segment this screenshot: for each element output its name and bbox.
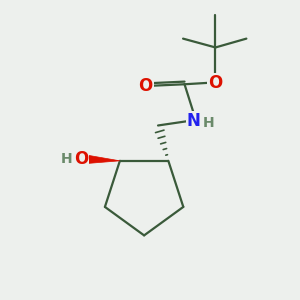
Polygon shape: [87, 155, 120, 164]
Text: O: O: [139, 77, 153, 95]
Text: H: H: [203, 116, 214, 130]
Text: O: O: [74, 150, 88, 168]
Text: O: O: [208, 74, 223, 92]
Text: N: N: [186, 112, 200, 130]
Text: H: H: [61, 152, 73, 166]
